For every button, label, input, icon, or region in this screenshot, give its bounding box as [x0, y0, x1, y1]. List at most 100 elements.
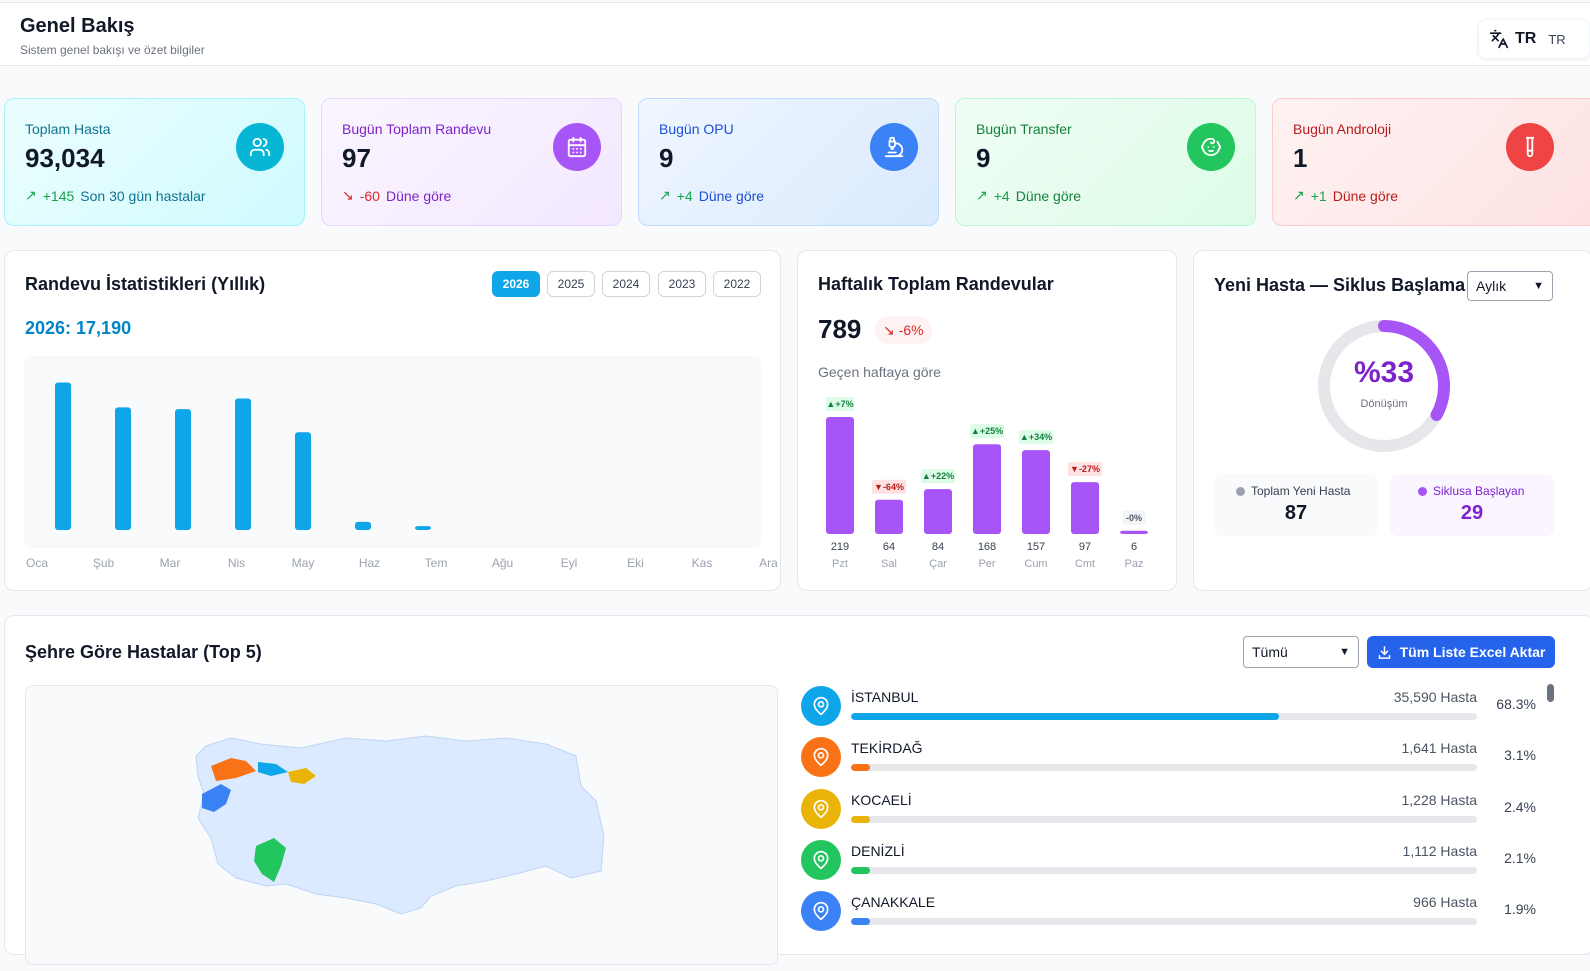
x-tick-label: Nis — [228, 556, 245, 570]
test-tube-icon — [1506, 123, 1554, 171]
bar-Çar[interactable] — [924, 489, 952, 534]
language-switcher[interactable]: TR TR — [1478, 19, 1590, 59]
trend-up-icon: ↗ — [25, 187, 37, 203]
city-name: ÇANAKKALE — [851, 894, 936, 911]
yearly-total: 2026: 17,190 — [25, 318, 132, 338]
region-denizli[interactable] — [254, 838, 286, 882]
change-label: ▲+22% — [922, 471, 954, 481]
conversion-percent: %33 — [1353, 356, 1415, 389]
stat-trend: ↘ -60 Düne göre — [342, 187, 451, 204]
city-row[interactable]: TEKİRDAĞ 1,641 Hasta 3.1% — [801, 737, 1541, 781]
bar-Tem[interactable] — [415, 526, 431, 530]
bar-Mar[interactable] — [175, 409, 191, 530]
year-button-2023[interactable]: 2023 — [658, 271, 706, 297]
year-button-2025[interactable]: 2025 — [547, 271, 595, 297]
city-progress-track — [851, 815, 1477, 823]
bar-Pzt[interactable] — [826, 417, 854, 534]
x-tick-label: Şub — [93, 556, 115, 570]
value-label: 6 — [1131, 541, 1137, 553]
turkey-outline — [195, 735, 605, 915]
value-label: 219 — [831, 541, 849, 553]
city-progress-track — [851, 713, 1477, 720]
city-percent: 2.1% — [1504, 849, 1536, 866]
city-count: 1,112 Hasta — [1402, 842, 1477, 859]
city-row[interactable]: ÇANAKKALE 966 Hasta 1.9% — [801, 891, 1541, 935]
region-kocaeli[interactable] — [288, 768, 316, 784]
conversion-caption: Dönüşüm — [1360, 398, 1408, 410]
stat-card-today-appointments[interactable]: Bugün Toplam Randevu 97 ↘ -60 Düne göre — [321, 98, 622, 226]
weekly-change: -6% — [898, 322, 924, 338]
stat-card-total-patients[interactable]: Toplam Hasta 93,034 ↗ +145 Son 30 gün ha… — [4, 98, 305, 226]
change-label: ▼-64% — [874, 482, 904, 492]
bar-Cmt[interactable] — [1071, 482, 1099, 534]
download-icon — [1378, 645, 1390, 659]
card-title: Şehre Göre Hastalar (Top 5) — [25, 642, 262, 662]
trend-down-icon: ↘ — [342, 187, 354, 203]
bar-Paz[interactable] — [1120, 530, 1148, 534]
change-badge — [1068, 462, 1102, 477]
change-label: -0% — [1126, 513, 1142, 523]
bar-Oca[interactable] — [55, 382, 71, 530]
region-tekirdag[interactable] — [211, 758, 256, 781]
x-tick-label: Mar — [160, 556, 181, 570]
x-tick-label: Ağu — [492, 556, 513, 570]
city-progress-track — [851, 918, 1477, 926]
stat-note: Düne göre — [698, 187, 765, 204]
trend-up-icon: ↗ — [1293, 187, 1305, 203]
city-filter-select[interactable]: Tümü ▼ — [1243, 636, 1359, 668]
chevron-down-icon: ▼ — [1339, 646, 1350, 658]
microscope-icon — [870, 123, 918, 171]
x-tick-label: Pzt — [832, 558, 848, 570]
year-button-2022[interactable]: 2022 — [713, 271, 761, 297]
card-title: Randevu İstatistikleri (Yıllık) — [25, 274, 266, 294]
city-count: 1,641 Hasta — [1401, 740, 1478, 757]
map-pin-icon — [801, 686, 841, 726]
year-button-2024[interactable]: 2024 — [602, 271, 650, 297]
stat-card-today-transfer[interactable]: Bugün Transfer 9 ↗ +4 Düne göre — [955, 98, 1256, 226]
value-label: 157 — [1027, 541, 1045, 553]
x-tick-label: Per — [978, 558, 995, 570]
turkey-map[interactable] — [25, 685, 778, 965]
legend-dot — [1236, 486, 1245, 496]
bar-Per[interactable] — [973, 444, 1001, 534]
stat-note: Düne göre — [1332, 187, 1399, 204]
weekly-bar-chart: ▲+7% 219 Pzt ▼-64% 64 Sal ▲+22% 84 Çar ▲+25% 168 Pe… — [825, 397, 1148, 570]
weekly-appointments-card: Haftalık Toplam Randevular 789 ↘ -6% Geç… — [797, 250, 1177, 591]
region-istanbul[interactable] — [258, 762, 288, 776]
card-title: Yeni Hasta — Siklus Başlama — [1214, 275, 1466, 295]
bar-Cum[interactable] — [1022, 450, 1050, 534]
stat-value: 97 — [342, 143, 371, 173]
bar-May[interactable] — [295, 432, 311, 530]
x-tick-label: Paz — [1125, 558, 1144, 570]
bar-Sal[interactable] — [875, 499, 903, 534]
x-tick-label: Eki — [627, 556, 644, 570]
change-badge — [1122, 510, 1146, 525]
stat-card-today-opu[interactable]: Bugün OPU 9 ↗ +4 Düne göre — [638, 98, 939, 226]
change-label: ▲+7% — [826, 399, 853, 409]
bar-Şub[interactable] — [115, 407, 131, 530]
city-progress-track — [851, 866, 1477, 874]
city-row[interactable]: KOCAELİ 1,228 Hasta 2.4% — [801, 788, 1541, 833]
city-list-scrollbar[interactable] — [1547, 684, 1554, 702]
export-excel-button[interactable]: Tüm Liste Excel Aktar — [1367, 636, 1555, 668]
yearly-bar-chart: Oca Şub Mar Nis May Haz Tem Ağu Eyl Eki Kas Ara — [24, 356, 778, 570]
language-code-secondary: TR — [1548, 31, 1566, 47]
change-label: ▲+25% — [971, 426, 1003, 436]
city-row[interactable]: DENİZLİ 1,112 Hasta 2.1% — [801, 839, 1541, 884]
language-code: TR — [1515, 30, 1537, 47]
stat-delta: +4 — [993, 187, 1010, 204]
weekly-total: 789 — [818, 314, 862, 344]
region-canakkale[interactable] — [202, 784, 231, 812]
city-row[interactable]: İSTANBUL 35,590 Hasta 68.3% — [801, 686, 1541, 730]
stat-label: Toplam Hasta — [25, 121, 111, 137]
donut-progress — [1318, 320, 1450, 452]
period-select[interactable]: Aylık ▼ — [1467, 271, 1553, 301]
bar-Nis[interactable] — [235, 398, 251, 530]
year-button-2026[interactable]: 2026 — [492, 271, 540, 297]
stat-card-today-andrology[interactable]: Bugün Androloji 1 ↗ +1 Düne göre — [1272, 98, 1590, 226]
bar-Haz[interactable] — [355, 521, 371, 530]
city-progress-fill — [851, 918, 870, 926]
city-progress-fill — [851, 815, 870, 823]
x-tick-label: Ara — [759, 556, 778, 570]
city-name: İSTANBUL — [851, 689, 919, 705]
